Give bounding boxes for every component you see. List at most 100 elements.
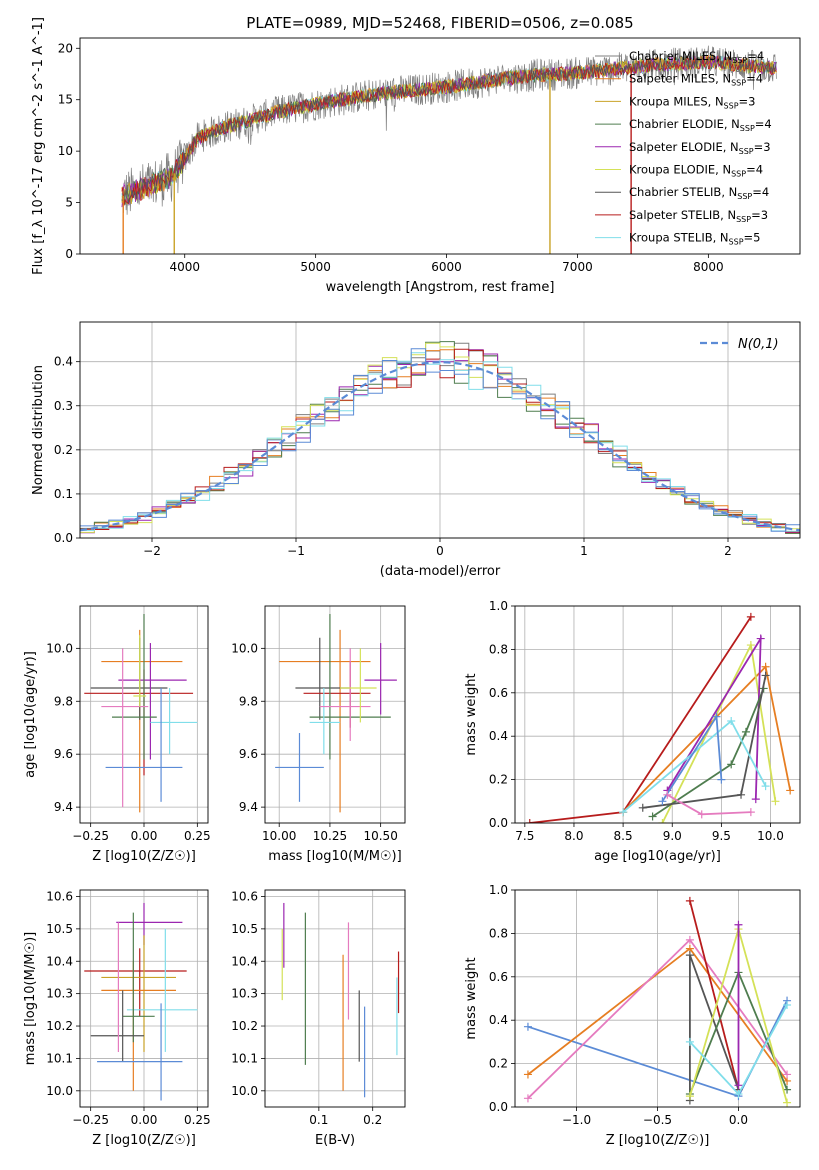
weight-marker <box>746 612 755 621</box>
legend-tail: =4 <box>752 185 769 199</box>
y-tick-label: 0.6 <box>489 686 508 700</box>
plot-area <box>80 341 800 536</box>
y-tick-label: 9.4 <box>239 800 258 814</box>
weight-marker <box>638 803 647 812</box>
legend-label: Kroupa ELODIE, NSSP=4 <box>629 163 763 179</box>
x-tick-label: 7.5 <box>515 829 534 843</box>
axes-overlay: 0.1 0.2 10.0 10.1 10.2 10.3 10.4 10.5 10.6 E(B-V) <box>231 889 406 1148</box>
axes-overlay: −0.25 0.00 0.25 9.4 9.6 9.8 10.0 Z [log10(Z/Z☉)… <box>23 605 211 864</box>
legend-label: Salpeter STELIB, NSSP=3 <box>629 208 768 224</box>
chart-age_vs_Z: −0.25 0.00 0.25 9.4 9.6 9.8 10.0 Z [log10(Z/Z☉)… <box>23 605 211 864</box>
chart-spectrum: 4000 5000 6000 7000 8000 0 5 10 15 20 wavelength [… <box>31 17 801 295</box>
y-tick-label: 20 <box>58 41 73 55</box>
weight-marker <box>523 1070 532 1079</box>
weight-marker <box>685 1037 694 1046</box>
x-tick-label: −0.25 <box>72 829 109 843</box>
weight-marker <box>727 760 736 769</box>
legend-label: Salpeter ELODIE, NSSP=3 <box>629 140 771 156</box>
plot-area <box>121 45 777 254</box>
figure-title: PLATE=0989, MJD=52468, FIBERID=0506, z=0… <box>246 14 633 32</box>
y-tick-label: 10.0 <box>46 641 73 655</box>
y-tick-label: 0.8 <box>489 642 508 656</box>
weight-marker <box>685 951 694 960</box>
legend-label: Kroupa MILES, NSSP=3 <box>629 94 755 110</box>
weight-marker <box>786 786 795 795</box>
x-tick-label: 8.5 <box>614 829 633 843</box>
weight-marker <box>685 935 694 944</box>
y-tick-label: 0.0 <box>489 1100 508 1114</box>
x-axis-label: age [log10(age/yr)] <box>594 849 721 864</box>
y-tick-label: 10 <box>58 144 73 158</box>
weight-marker <box>783 1098 792 1107</box>
axes-overlay: −0.25 0.00 0.25 10.0 10.1 10.2 10.3 10.4 10.5 10.… <box>23 889 211 1148</box>
x-tick-label: 5000 <box>300 260 331 274</box>
axes-frame <box>514 605 801 824</box>
y-tick-label: 0.1 <box>54 487 73 501</box>
y-axis-label: Normed distribution <box>31 365 46 495</box>
weight-marker <box>741 727 750 736</box>
x-axis-label: Z [log10(Z/Z☉)] <box>92 849 196 864</box>
y-tick-label: 1.0 <box>489 883 508 897</box>
plot-area <box>275 613 397 813</box>
y-tick-label: 10.5 <box>231 922 258 936</box>
y-tick-label: 9.6 <box>239 747 258 761</box>
axes-frame <box>79 889 209 1108</box>
weight-marker <box>746 641 755 650</box>
x-tick-label: 0.0 <box>729 1113 748 1127</box>
axes-frame <box>264 605 406 824</box>
x-tick-label: 0.25 <box>184 1113 211 1127</box>
y-tick-label: 10.0 <box>46 1084 73 1098</box>
legend-subscript: SSP <box>732 56 747 65</box>
x-tick-label: 2 <box>724 544 732 558</box>
gaussian-curve <box>80 360 800 532</box>
y-tick-label: 0.2 <box>489 773 508 787</box>
weight-marker <box>523 1022 532 1031</box>
weight-marker <box>727 717 736 726</box>
weight-marker <box>663 790 672 799</box>
x-tick-label: 0.2 <box>363 1113 382 1127</box>
legend-tail: =4 <box>755 117 772 131</box>
weight-marker <box>712 712 721 721</box>
y-tick-label: 10.1 <box>46 1051 73 1065</box>
legend-subscript: SSP <box>724 101 739 110</box>
x-tick-label: 0.00 <box>131 829 158 843</box>
axes-overlay: −1.0 −0.5 0.0 0.0 0.2 0.4 0.6 0.8 1.0 Z [log10(Z/… <box>464 883 801 1148</box>
weight-marker <box>525 819 534 823</box>
legend-subscript: SSP <box>729 238 744 247</box>
x-tick-label: −0.25 <box>72 1113 109 1127</box>
y-axis-label: mass weight <box>464 957 479 1039</box>
x-tick-label: 9.5 <box>712 829 731 843</box>
x-tick-label: 0 <box>436 544 444 558</box>
legend-label: Salpeter MILES, NSSP=4 <box>629 72 763 88</box>
weight-marker <box>734 1089 743 1098</box>
x-tick-label: 0.1 <box>309 1113 328 1127</box>
y-tick-label: 1.0 <box>489 599 508 613</box>
weight-marker <box>737 790 746 799</box>
grid <box>265 890 405 1107</box>
y-tick-label: 9.8 <box>239 694 258 708</box>
legend-label: Kroupa STELIB, NSSP=5 <box>629 231 760 247</box>
y-tick-label: 0.4 <box>489 1013 508 1027</box>
legend-label: Chabrier ELODIE, NSSP=4 <box>629 117 772 133</box>
legend-subscript: SSP <box>739 147 754 156</box>
x-tick-label: 8.0 <box>564 829 583 843</box>
x-tick-label: 6000 <box>431 260 462 274</box>
x-axis-label: E(B-V) <box>315 1133 355 1148</box>
legend-subscript: SSP <box>731 79 746 88</box>
legend-label: Chabrier STELIB, NSSP=4 <box>629 185 769 201</box>
axes-overlay: 7.5 8.0 8.5 9.0 9.5 10.0 0.0 0.2 0.4 0.6 0.8 1.0 age… <box>464 599 801 864</box>
weight-marker <box>761 782 770 791</box>
y-tick-label: 10.6 <box>231 889 258 903</box>
y-tick-label: 0.0 <box>54 531 73 545</box>
y-tick-label: 0.4 <box>54 355 73 369</box>
x-tick-label: 10.0 <box>757 829 784 843</box>
x-tick-label: 0.00 <box>131 1113 158 1127</box>
y-tick-label: 10.6 <box>46 889 73 903</box>
weight-marker <box>761 662 770 671</box>
legend-label: Chabrier MILES, NSSP=4 <box>629 49 764 65</box>
plot-area <box>523 896 792 1107</box>
legend-tail: =3 <box>751 208 768 222</box>
y-axis-label: mass weight <box>464 673 479 755</box>
spectrum-line <box>121 45 777 215</box>
